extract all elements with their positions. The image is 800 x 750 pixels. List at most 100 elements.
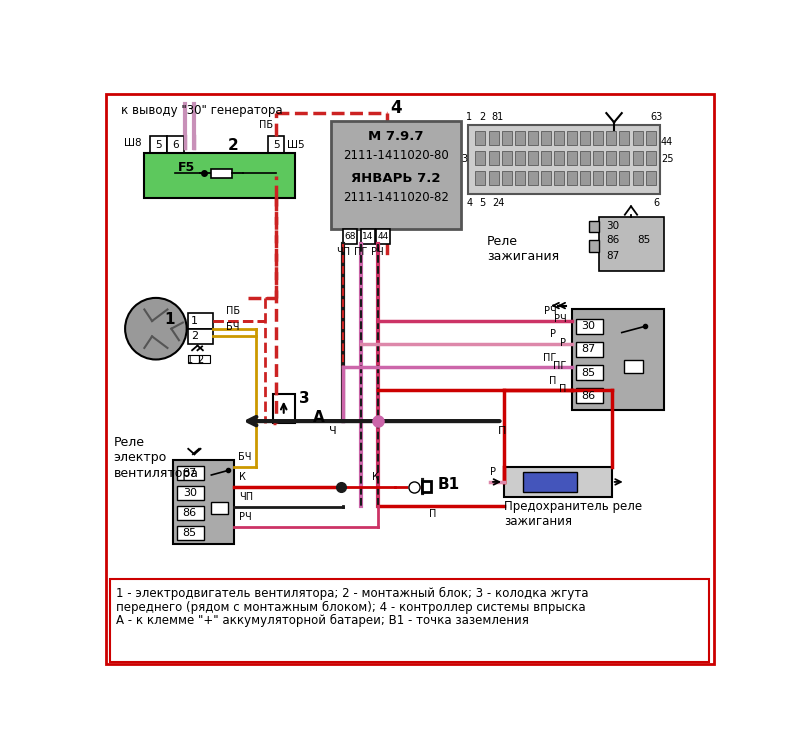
Bar: [514, 171, 525, 184]
Text: 1: 1: [466, 112, 472, 122]
Text: В1: В1: [438, 477, 460, 492]
Bar: [475, 171, 486, 184]
Bar: [504, 467, 612, 496]
Text: 14: 14: [362, 232, 374, 241]
Bar: [575, 319, 602, 334]
Text: 2: 2: [198, 355, 204, 365]
Text: 6: 6: [172, 140, 178, 150]
Text: 24: 24: [492, 198, 505, 208]
Text: К: К: [372, 472, 379, 482]
Text: 44: 44: [378, 232, 389, 241]
Text: Реле
зажигания: Реле зажигания: [487, 235, 559, 262]
Bar: [580, 171, 590, 184]
Text: 85: 85: [182, 528, 197, 538]
Text: 86: 86: [606, 236, 620, 245]
Bar: [177, 486, 204, 500]
Text: Предохранитель реле
зажигания: Предохранитель реле зажигания: [504, 500, 642, 529]
Text: 2: 2: [479, 112, 486, 122]
Bar: [606, 151, 616, 165]
Text: РЧ: РЧ: [554, 314, 566, 325]
Bar: [572, 310, 664, 410]
Text: 5: 5: [155, 140, 162, 150]
Bar: [554, 151, 564, 165]
Text: 81: 81: [492, 112, 504, 122]
Bar: [173, 460, 234, 544]
Bar: [646, 130, 656, 145]
Bar: [633, 151, 642, 165]
Bar: [475, 130, 486, 145]
Bar: [188, 314, 213, 328]
Text: 3: 3: [299, 391, 310, 406]
Text: 2111-1411020-82: 2111-1411020-82: [343, 191, 449, 204]
Text: 2: 2: [227, 138, 238, 153]
Text: П: П: [430, 509, 437, 519]
Bar: [633, 171, 642, 184]
Text: 87: 87: [182, 468, 197, 478]
Bar: [594, 130, 603, 145]
Bar: [150, 136, 166, 153]
Bar: [619, 130, 630, 145]
Bar: [210, 169, 232, 178]
Text: ПБ: ПБ: [226, 307, 240, 316]
Bar: [502, 151, 512, 165]
Text: П: П: [559, 384, 566, 394]
Text: 2: 2: [191, 332, 198, 341]
Text: 6: 6: [654, 198, 659, 208]
Text: А - к клемме "+" аккумуляторной батареи; В1 - точка заземления: А - к клемме "+" аккумуляторной батареи;…: [116, 614, 529, 628]
Bar: [541, 171, 551, 184]
Text: 68: 68: [344, 232, 356, 241]
Text: 4: 4: [466, 198, 472, 208]
Bar: [177, 506, 204, 520]
Text: ЧП: ЧП: [239, 492, 253, 502]
Text: 44: 44: [661, 137, 674, 147]
Text: Р: Р: [490, 467, 496, 477]
Text: Ш5: Ш5: [287, 140, 305, 150]
Bar: [606, 171, 616, 184]
Text: 4: 4: [390, 99, 402, 117]
Bar: [575, 388, 602, 404]
Bar: [267, 136, 285, 153]
Text: ПГ: ПГ: [553, 361, 566, 370]
Text: 85: 85: [582, 368, 596, 377]
Bar: [528, 171, 538, 184]
Bar: [575, 365, 602, 380]
Text: 86: 86: [582, 391, 596, 400]
Text: 87: 87: [582, 344, 596, 355]
Bar: [211, 502, 228, 515]
Text: 30: 30: [582, 322, 596, 332]
Text: 30: 30: [606, 221, 619, 231]
Bar: [523, 472, 577, 492]
Text: 1: 1: [186, 355, 193, 365]
Text: 25: 25: [661, 154, 674, 164]
Bar: [502, 171, 512, 184]
Bar: [580, 151, 590, 165]
Text: П: П: [549, 376, 556, 386]
Bar: [514, 130, 525, 145]
Bar: [606, 130, 616, 145]
Bar: [646, 151, 656, 165]
Text: 85: 85: [637, 236, 650, 245]
Text: ПГ: ПГ: [543, 352, 556, 362]
Text: К: К: [239, 472, 246, 482]
Bar: [567, 130, 577, 145]
Text: Р: Р: [550, 329, 556, 340]
Bar: [188, 355, 199, 362]
Bar: [376, 229, 390, 244]
Text: 1: 1: [191, 316, 198, 326]
Bar: [361, 229, 374, 244]
Bar: [177, 466, 204, 479]
Bar: [188, 328, 213, 344]
Text: РЧ: РЧ: [543, 307, 556, 316]
Text: 63: 63: [650, 112, 662, 122]
Circle shape: [125, 298, 186, 359]
Bar: [489, 130, 498, 145]
Text: 3: 3: [461, 154, 467, 164]
Bar: [598, 217, 664, 271]
Text: РЧ: РЧ: [239, 512, 252, 522]
Text: М 7.9.7: М 7.9.7: [368, 130, 424, 142]
Text: ЧП: ЧП: [336, 247, 350, 257]
Text: Ш8: Ш8: [125, 138, 142, 148]
Text: РЧ: РЧ: [371, 247, 384, 257]
Bar: [177, 526, 204, 540]
Bar: [554, 171, 564, 184]
